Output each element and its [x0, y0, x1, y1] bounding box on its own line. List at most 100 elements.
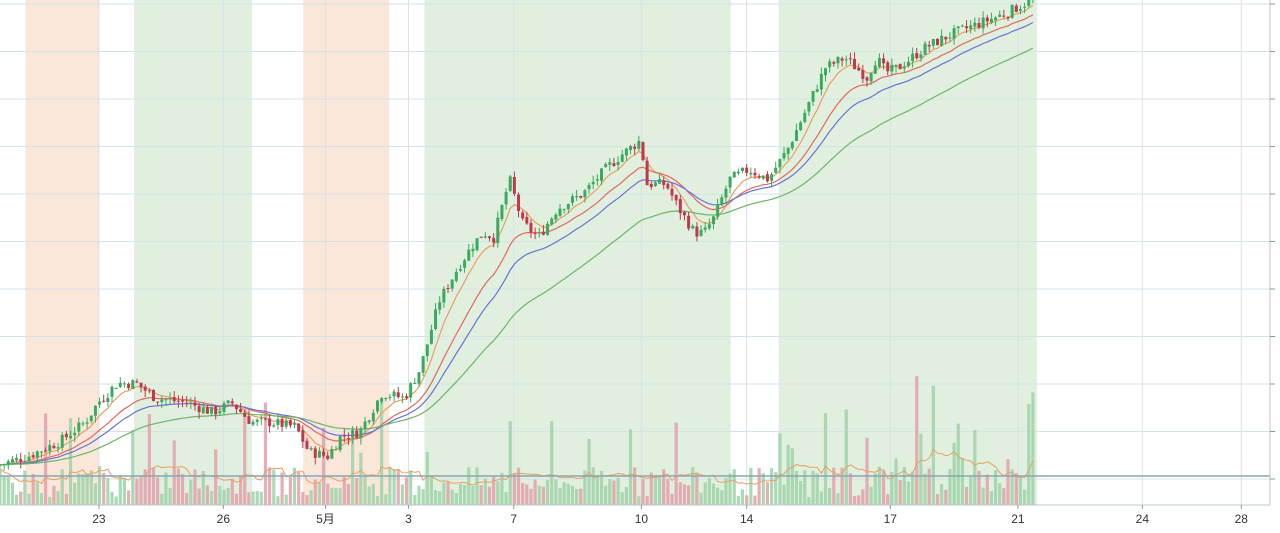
candle: [297, 423, 300, 432]
candle-body: [252, 422, 255, 425]
volume-bar: [554, 479, 557, 505]
candle-body: [700, 230, 703, 236]
volume-bar: [592, 467, 595, 505]
candle-body: [347, 438, 350, 439]
x-tick-label: 3: [405, 512, 412, 526]
candle: [758, 174, 761, 180]
volume-bar: [343, 477, 346, 505]
volume-bar: [339, 488, 342, 505]
volume-bar: [127, 490, 130, 505]
volume-bar: [845, 409, 848, 505]
volume-bar: [616, 478, 619, 505]
volume-bar: [513, 474, 516, 505]
volume-bar: [227, 488, 230, 505]
candle-body: [326, 456, 329, 459]
candle-body: [451, 280, 454, 289]
volume-bar: [417, 486, 420, 505]
candle-body: [189, 403, 192, 404]
candle-body: [579, 196, 582, 198]
candle: [111, 385, 114, 402]
candle-body: [583, 190, 586, 197]
volume-bar: [235, 494, 238, 505]
candle-body: [492, 238, 495, 243]
candle-body: [596, 179, 599, 181]
volume-bar: [521, 483, 524, 505]
candle-body: [936, 39, 939, 45]
volume-bar: [247, 492, 250, 505]
candle-body: [484, 236, 487, 237]
candle: [899, 63, 902, 69]
volume-bar: [422, 489, 425, 505]
candle-body: [969, 25, 972, 29]
volume-bar: [289, 477, 292, 505]
candle-body: [65, 434, 68, 437]
volume-bar: [426, 452, 429, 505]
candle: [745, 164, 748, 176]
volume-bar: [471, 486, 474, 505]
candle-body: [612, 163, 615, 166]
volume-bar: [621, 492, 624, 505]
volume-bar: [932, 386, 935, 505]
candle-body: [799, 122, 802, 130]
candle-body: [604, 164, 607, 167]
volume-bar: [816, 473, 819, 505]
candle-body: [52, 446, 55, 448]
volume-bar: [376, 496, 379, 505]
candle: [509, 175, 512, 192]
volume-bar: [670, 494, 673, 505]
candle: [289, 419, 292, 428]
candle-body: [770, 174, 773, 181]
candle-body: [986, 18, 989, 22]
volume-bar: [480, 485, 483, 505]
candle-body: [438, 302, 441, 309]
candle-body: [517, 195, 520, 212]
candle-body: [297, 424, 300, 432]
candle-body: [878, 58, 881, 67]
volume-bar: [36, 482, 39, 505]
volume-bar: [40, 493, 43, 505]
volume-bar: [658, 478, 661, 505]
candle-body: [886, 62, 889, 71]
candle: [272, 423, 275, 428]
volume-bar: [73, 483, 76, 505]
candle-body: [903, 67, 906, 69]
volume-bar: [442, 482, 445, 505]
candle-body: [148, 390, 151, 391]
volume-bar: [27, 494, 30, 505]
candle-body: [417, 372, 420, 383]
candle-body: [567, 204, 570, 209]
candle-body: [293, 423, 296, 424]
candle-body: [509, 176, 512, 190]
volume-bar: [774, 472, 777, 505]
candle-body: [343, 436, 346, 437]
period-band: [779, 0, 1037, 505]
candle: [3, 464, 6, 471]
volume-bar: [990, 491, 993, 505]
volume-bar: [550, 421, 553, 505]
candle-body: [691, 226, 694, 228]
x-tick-label: 28: [1235, 512, 1249, 526]
candle-body: [745, 168, 748, 173]
candle-body: [198, 406, 201, 412]
candle-body: [77, 423, 80, 432]
volume-bar: [434, 490, 437, 505]
candle-body: [69, 436, 72, 438]
candle-body: [422, 356, 425, 373]
volume-bar: [189, 480, 192, 505]
volume-bar: [998, 483, 1001, 505]
candle-body: [218, 411, 221, 413]
candle-body: [214, 407, 217, 415]
candle-body: [426, 344, 429, 356]
volume-bar: [712, 484, 715, 505]
candle-body: [227, 401, 230, 404]
candle-body: [617, 162, 620, 165]
candle-body: [471, 249, 474, 251]
candle-body: [19, 459, 22, 462]
candle-body: [994, 17, 997, 20]
volume-bar: [758, 468, 761, 505]
candle-body: [845, 59, 848, 60]
volume-bar: [218, 486, 221, 505]
candle-body: [496, 218, 499, 244]
